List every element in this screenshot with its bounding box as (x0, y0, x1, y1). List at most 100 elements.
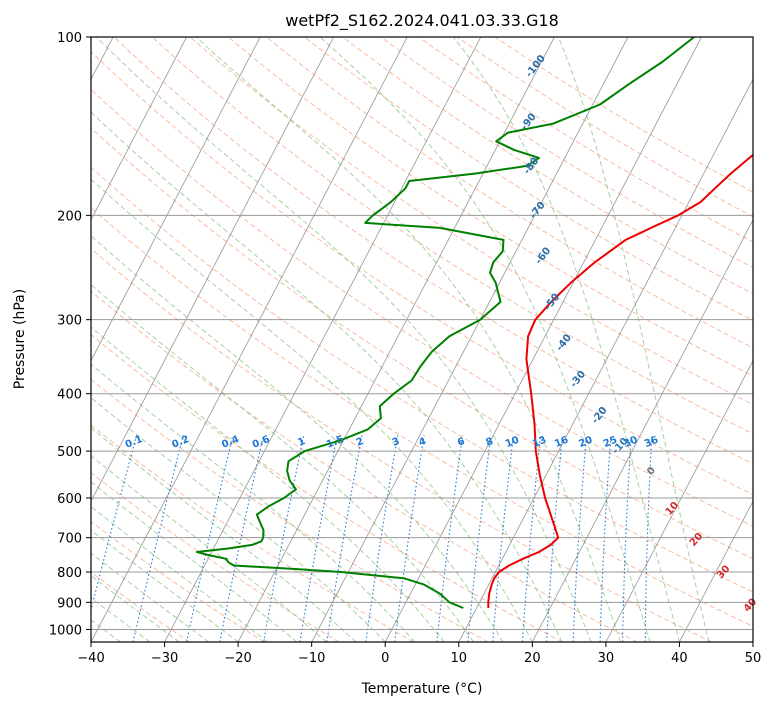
y-tick-label: 500 (57, 445, 82, 460)
mixing-ratio-line (299, 435, 338, 642)
isotherm-line (311, 37, 629, 642)
moist-adiabat-line (319, 37, 651, 642)
moist-adiabat-line (91, 481, 298, 642)
dry-adiabat-line (91, 424, 414, 642)
x-tick-label: 40 (671, 651, 688, 666)
mixing-ratio-line (644, 435, 653, 642)
x-axis-label: Temperature (°C) (361, 681, 483, 697)
dry-adiabat-line (91, 166, 753, 593)
mixing-ratio-label: 4 (417, 436, 428, 449)
dry-adiabat-line (189, 37, 753, 406)
isotherm-line (458, 78, 753, 642)
isotherm-line (91, 37, 187, 221)
y-tick-label: 700 (57, 532, 82, 547)
moist-adiabat-line (91, 397, 386, 642)
moist-adiabat-line (91, 505, 268, 642)
x-tick-label: −10 (298, 651, 325, 666)
dry-adiabat-line (91, 88, 753, 527)
isotherm-line (679, 500, 753, 642)
dry-adiabat-line (113, 37, 753, 465)
x-tick-label: 0 (381, 651, 389, 666)
moist-adiabat-line (91, 455, 327, 642)
moist-adiabat-line (557, 37, 710, 642)
mixing-ratio-line (521, 435, 542, 642)
x-tick-label: 20 (524, 651, 541, 666)
dry-adiabat-line (91, 248, 713, 642)
x-tick-label: 30 (598, 651, 615, 666)
x-tick-label: −30 (151, 651, 178, 666)
mixing-ratio-line (262, 435, 305, 642)
isotherm-line (531, 218, 753, 642)
mixing-ratio-label: 8 (484, 436, 495, 449)
moist-adiabat-line (452, 37, 680, 642)
mixing-ratio-label: 36 (643, 435, 660, 450)
moist-adiabat-line (91, 235, 504, 642)
mixing-ratio-label: 3 (391, 436, 402, 449)
mixing-ratio-line (492, 435, 515, 642)
moist-adiabat-line (195, 37, 622, 642)
y-tick-label: 800 (57, 566, 82, 581)
mixing-ratio-label: 13 (531, 435, 548, 450)
y-axis-label: Pressure (hPa) (12, 289, 28, 389)
x-tick-label: −20 (224, 651, 251, 666)
chart-title: wetPf2_S162.2024.041.03.33.G18 (285, 11, 559, 31)
mixing-ratio-label: 6 (456, 436, 467, 449)
mixing-ratio-label: 30 (622, 435, 639, 450)
mixing-ratio-line (132, 435, 184, 642)
dry-adiabat-line (91, 206, 753, 627)
dry-adiabat-line (91, 521, 265, 642)
annotation-label-layer: -100-90-80-70-60-50-40-30-200.1 0.2 0.4 0.6… (124, 53, 760, 614)
moist-adiabat-line (95, 37, 592, 642)
isotherm-line (91, 37, 335, 503)
mixing-ratio-label: 2 (355, 436, 366, 449)
dewpoint-profile-line (195, 37, 695, 609)
mixing-ratio-label: 10 (504, 435, 521, 450)
mixing-ratio-label: 25 (602, 435, 619, 450)
moist-adiabat-line (91, 363, 415, 642)
dry-adiabat-line (91, 290, 638, 642)
mixing-ratio-line (326, 435, 363, 642)
mixing-ratio-label: 1 (296, 436, 307, 449)
dry-adiabat-line (341, 37, 753, 295)
mixing-ratio-line (546, 435, 564, 642)
y-tick-label: 400 (57, 388, 82, 403)
dry-adiabat-line (91, 127, 753, 560)
y-tick-label: 100 (57, 31, 82, 46)
moist-adiabat-line (91, 178, 533, 642)
mixing-ratio-label: 20 (577, 435, 594, 450)
dry-adiabat-line (456, 37, 753, 218)
isotherm-line (91, 37, 261, 362)
dry-adiabat-line (151, 37, 753, 435)
dry-adiabat-line (265, 37, 753, 349)
mixing-ratio-line (572, 435, 588, 642)
x-tick-label: 10 (451, 651, 468, 666)
plot-frame (90, 36, 754, 643)
dry-adiabat-line (379, 37, 753, 269)
mixing-ratio-line (436, 435, 464, 642)
dry-adiabat-line (91, 50, 753, 496)
x-tick-label: −40 (77, 651, 104, 666)
isotherm-line (384, 37, 702, 642)
isotherm-line (164, 37, 482, 642)
moist-adiabat-line (91, 111, 563, 642)
y-tick-label: 600 (57, 492, 82, 507)
y-tick-label: 300 (57, 314, 82, 329)
dry-adiabat-line (91, 472, 340, 642)
mixing-ratio-line (599, 435, 612, 642)
isotherm-line (91, 37, 408, 642)
tick-layer: −40 −30 −20 −10 0 10 20 30 40 50 100 200 300 400 500 60… (49, 31, 761, 666)
y-tick-label: 1000 (49, 623, 82, 638)
y-tick-label: 900 (57, 596, 82, 611)
y-tick-label: 200 (57, 209, 82, 224)
mixing-ratio-label: 16 (553, 435, 570, 450)
mixing-ratio-line (467, 435, 492, 642)
mixing-ratio-line (365, 435, 399, 642)
mixing-ratio-line (186, 435, 234, 642)
moist-adiabat-line (91, 326, 445, 642)
mixing-ratio-line (219, 435, 264, 642)
isotherm-line (605, 359, 753, 642)
dry-adiabat-line (494, 37, 753, 193)
x-tick-label: 50 (745, 651, 762, 666)
